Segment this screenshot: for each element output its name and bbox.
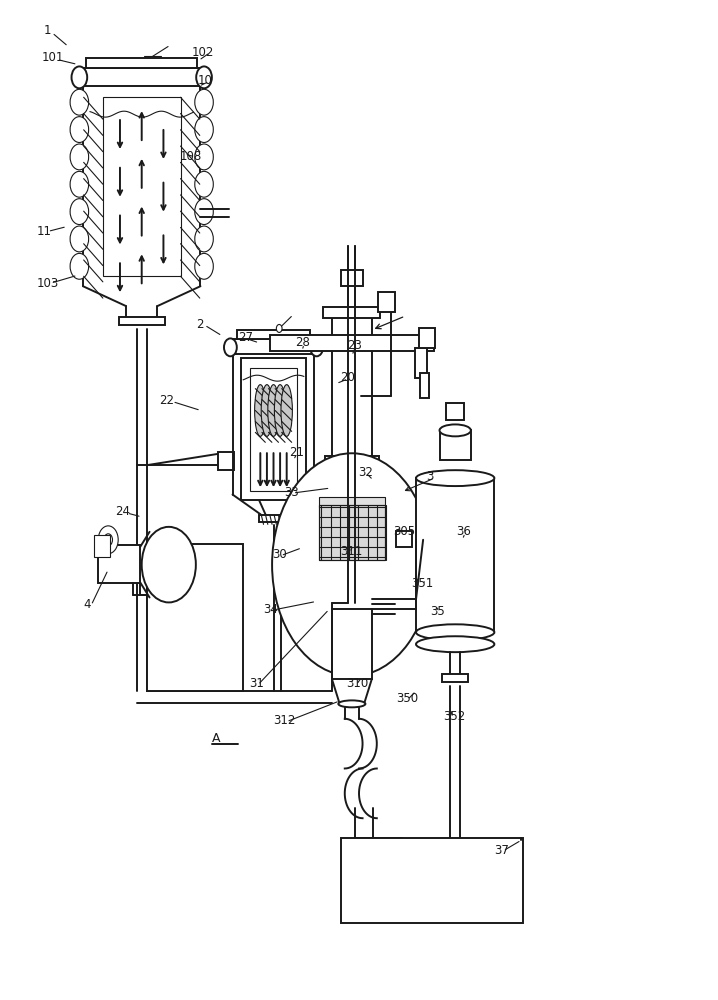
Text: 21: 21	[289, 446, 304, 459]
Circle shape	[70, 117, 88, 142]
Bar	[332, 609, 372, 679]
Text: 102: 102	[192, 46, 214, 59]
Text: 32: 32	[358, 466, 373, 479]
Text: 36: 36	[457, 525, 472, 538]
Circle shape	[195, 226, 213, 252]
Bar	[378, 292, 395, 312]
Bar	[341, 270, 363, 286]
Text: 4: 4	[83, 598, 90, 611]
Bar	[270, 335, 434, 351]
Bar	[319, 497, 385, 507]
Text: 2: 2	[197, 318, 204, 331]
Bar	[354, 386, 360, 404]
Ellipse shape	[416, 624, 495, 640]
Bar	[446, 403, 465, 420]
Circle shape	[72, 66, 87, 88]
Bar	[319, 505, 385, 560]
Ellipse shape	[416, 636, 495, 652]
Text: A: A	[213, 732, 220, 745]
Bar	[396, 531, 411, 547]
Text: 351: 351	[411, 577, 433, 590]
Circle shape	[70, 226, 88, 252]
Circle shape	[70, 144, 88, 170]
Bar	[416, 478, 495, 632]
Text: 33: 33	[284, 486, 299, 499]
Circle shape	[195, 171, 213, 197]
Text: 305: 305	[393, 525, 415, 538]
Circle shape	[195, 117, 213, 142]
Bar	[325, 456, 379, 465]
Bar	[341, 838, 523, 923]
Bar	[86, 58, 197, 68]
Text: 311: 311	[340, 545, 363, 558]
Bar	[319, 505, 385, 560]
Bar	[237, 330, 310, 339]
Bar	[230, 339, 317, 354]
Text: 10: 10	[197, 74, 212, 87]
Text: 310: 310	[346, 677, 368, 690]
Text: 34: 34	[263, 603, 278, 616]
Text: 20: 20	[340, 371, 355, 384]
Bar	[241, 358, 306, 500]
Text: 1: 1	[44, 24, 52, 37]
Ellipse shape	[281, 385, 292, 436]
Bar	[119, 317, 164, 325]
Bar	[419, 373, 429, 398]
Circle shape	[310, 338, 323, 356]
Circle shape	[196, 66, 212, 88]
Ellipse shape	[255, 385, 266, 436]
Circle shape	[272, 453, 432, 676]
Bar	[439, 430, 471, 460]
Text: 35: 35	[430, 605, 445, 618]
Text: 352: 352	[443, 710, 465, 723]
Bar	[259, 515, 288, 522]
Text: 37: 37	[495, 844, 509, 857]
Text: 28: 28	[295, 336, 309, 349]
Bar	[94, 535, 110, 557]
Bar	[103, 97, 180, 276]
Bar	[323, 307, 381, 318]
Bar	[98, 545, 140, 583]
Text: 103: 103	[37, 277, 59, 290]
Circle shape	[195, 253, 213, 279]
Ellipse shape	[261, 385, 273, 436]
Circle shape	[276, 324, 282, 332]
Circle shape	[195, 144, 213, 170]
Text: 101: 101	[41, 51, 64, 64]
Bar	[332, 316, 372, 460]
Circle shape	[141, 527, 196, 602]
Text: 350: 350	[396, 692, 418, 705]
Text: 11: 11	[37, 225, 52, 238]
Ellipse shape	[416, 470, 495, 486]
Ellipse shape	[338, 700, 365, 707]
Bar	[419, 328, 434, 348]
Text: 312: 312	[274, 714, 296, 727]
Ellipse shape	[439, 424, 471, 436]
Bar	[218, 452, 234, 470]
Bar	[442, 674, 468, 682]
Circle shape	[195, 199, 213, 225]
Bar	[251, 368, 297, 491]
Text: 31: 31	[249, 677, 264, 690]
Text: 108: 108	[180, 150, 202, 163]
Circle shape	[195, 89, 213, 115]
Text: 24: 24	[116, 505, 131, 518]
Circle shape	[70, 253, 88, 279]
Bar	[146, 544, 243, 691]
Text: 30: 30	[272, 548, 286, 561]
Bar	[80, 68, 204, 86]
Circle shape	[98, 526, 118, 554]
Ellipse shape	[274, 385, 286, 436]
Text: 22: 22	[159, 394, 174, 407]
Bar	[414, 348, 427, 378]
Circle shape	[104, 534, 113, 546]
Circle shape	[70, 171, 88, 197]
Ellipse shape	[268, 385, 279, 436]
Circle shape	[224, 338, 237, 356]
Text: 23: 23	[348, 339, 363, 352]
Text: 3: 3	[426, 470, 434, 483]
Circle shape	[70, 89, 88, 115]
Circle shape	[70, 199, 88, 225]
Text: 27: 27	[238, 331, 253, 344]
